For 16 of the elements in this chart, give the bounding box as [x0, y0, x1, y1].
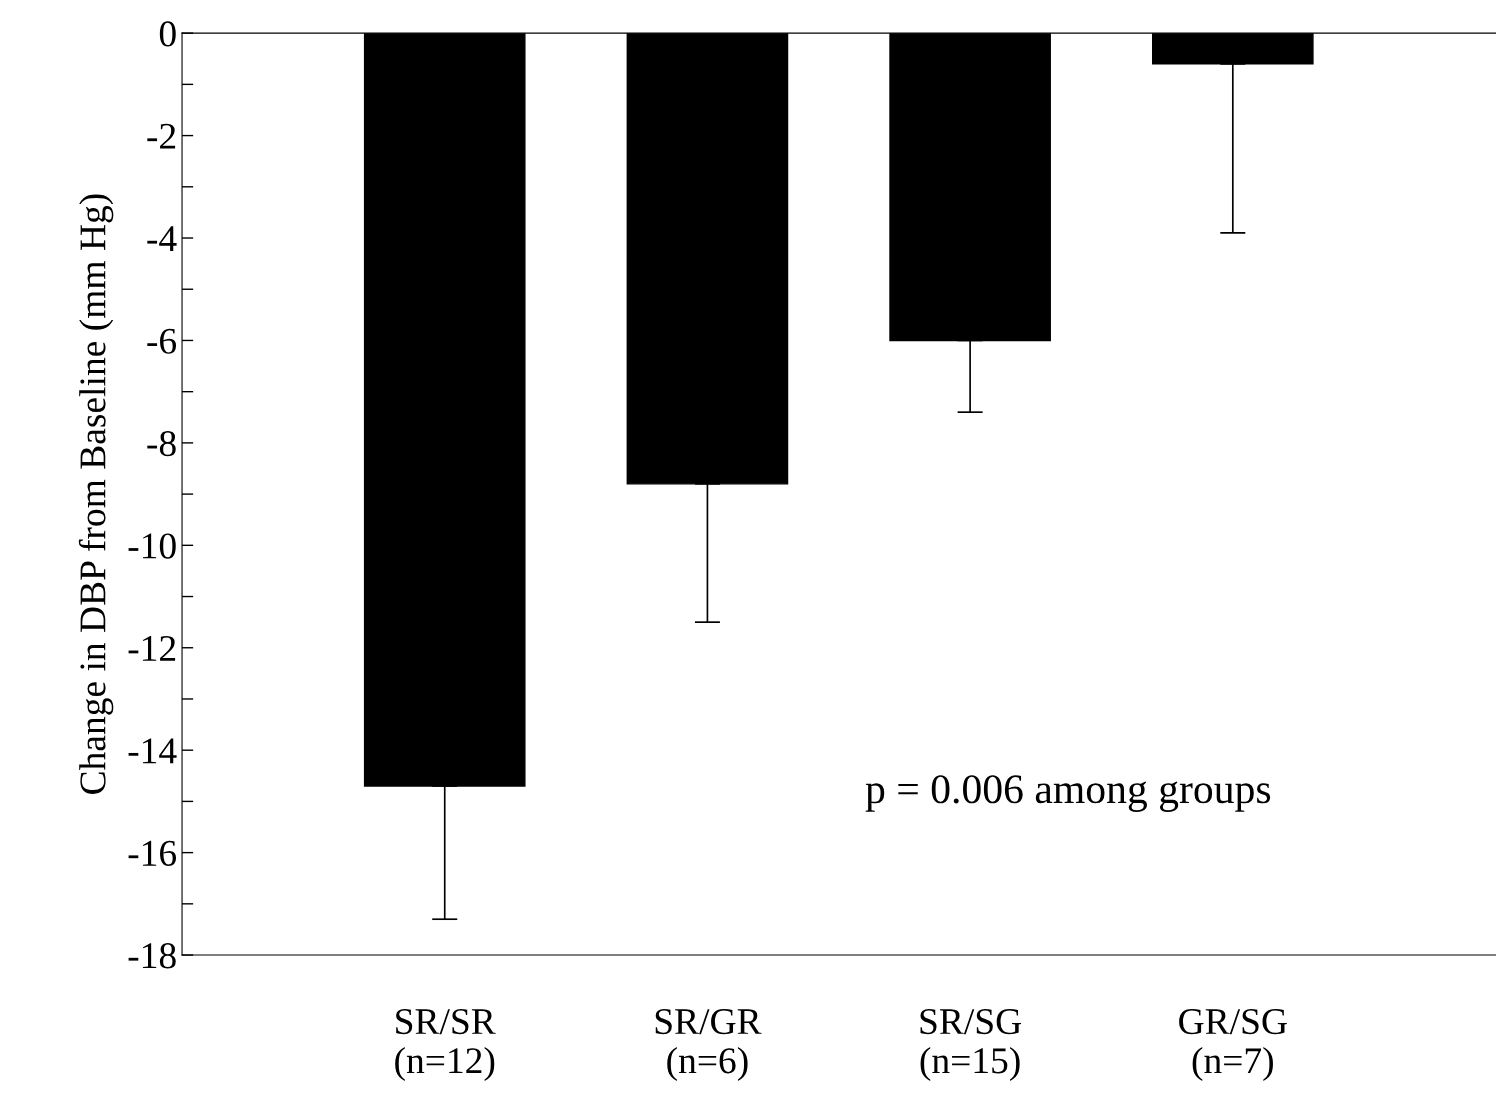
- y-tick-label: -14: [128, 738, 177, 764]
- y-tick-label: -18: [128, 943, 176, 969]
- y-tick-label: -6: [147, 328, 177, 354]
- x-tick-label: SR/GR (n=6): [655, 1009, 762, 1082]
- y-tick-label: -2: [147, 123, 176, 149]
- y-tick-label: -16: [128, 840, 177, 866]
- y-tick-label: 0: [159, 21, 176, 47]
- y-axis-title: Change in DBP from Baseline (mm Hg): [78, 194, 114, 794]
- y-tick-label: -10: [128, 533, 176, 559]
- x-tick-label: GR/SG (n=7): [1179, 1009, 1287, 1082]
- annotation: p = 0.006 among groups: [865, 775, 1271, 812]
- y-tick-label: -12: [128, 635, 176, 661]
- x-tick-label: SR/SG (n=15): [920, 1009, 1022, 1082]
- x-tick-label: SR/SR (n=12): [395, 1009, 496, 1082]
- y-tick-label: -4: [147, 226, 177, 252]
- y-tick-label: -8: [147, 430, 176, 457]
